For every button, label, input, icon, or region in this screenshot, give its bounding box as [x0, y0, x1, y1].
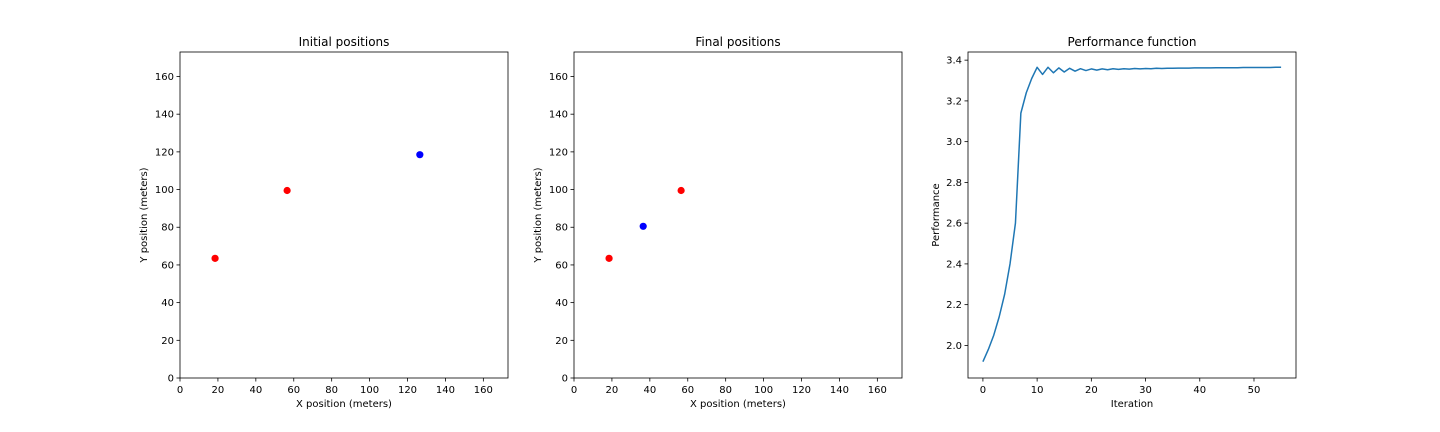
- y-axis-label: Performance: [931, 183, 942, 246]
- x-tick-label: 0: [177, 385, 183, 396]
- x-tick-label: 20: [606, 385, 619, 396]
- y-tick-label: 160: [549, 72, 568, 83]
- x-tick-label: 0: [980, 385, 986, 396]
- x-tick-label: 100: [754, 385, 773, 396]
- x-tick-label: 140: [830, 385, 849, 396]
- y-tick-label: 80: [161, 223, 174, 234]
- y-tick-label: 20: [161, 336, 174, 347]
- y-tick-label: 40: [555, 298, 568, 309]
- y-axis-label: Y position (meters): [139, 167, 150, 263]
- x-tick-label: 80: [325, 385, 338, 396]
- x-tick-label: 120: [398, 385, 417, 396]
- x-tick-label: 40: [249, 385, 262, 396]
- performance-line: [982, 66, 1282, 363]
- y-tick-label: 120: [155, 147, 174, 158]
- x-axis-label: Iteration: [1111, 399, 1153, 410]
- x-tick-label: 20: [212, 385, 225, 396]
- y-tick-label: 2.2: [946, 300, 962, 311]
- x-tick-label: 10: [1031, 385, 1044, 396]
- axes-frame: [573, 51, 903, 379]
- y-tick-label: 100: [549, 185, 568, 196]
- x-axis-label: X position (meters): [690, 399, 786, 410]
- y-tick-label: 60: [161, 260, 174, 271]
- y-tick-label: 120: [549, 147, 568, 158]
- x-tick-label: 50: [1248, 385, 1261, 396]
- x-tick-label: 80: [719, 385, 732, 396]
- panel-title: Final positions: [695, 35, 780, 49]
- scatter-point: [416, 151, 424, 159]
- panel-title: Performance function: [1068, 35, 1197, 49]
- performance-function-panel: Performance function Iteration Performan…: [931, 35, 1297, 410]
- y-tick-label: 2.8: [946, 178, 962, 189]
- y-tick-label: 40: [161, 298, 174, 309]
- y-tick-label: 100: [155, 185, 174, 196]
- y-tick-label: 140: [155, 110, 174, 121]
- x-tick-label: 60: [681, 385, 694, 396]
- y-tick-label: 3.4: [946, 56, 962, 67]
- x-tick-label: 0: [571, 385, 577, 396]
- x-tick-label: 30: [1139, 385, 1152, 396]
- scatter-point: [677, 186, 685, 195]
- y-tick-label: 0: [562, 374, 568, 385]
- y-tick-label: 20: [555, 336, 568, 347]
- scatter-point: [283, 186, 291, 195]
- y-tick-label: 160: [155, 72, 174, 83]
- final-positions-panel: Final positions X position (meters) Y po…: [533, 35, 903, 410]
- y-tick-label: 140: [549, 110, 568, 121]
- scatter-point: [211, 254, 219, 262]
- x-tick-label: 120: [792, 385, 811, 396]
- x-tick-label: 40: [643, 385, 656, 396]
- scatter-point: [639, 222, 647, 230]
- x-tick-label: 20: [1085, 385, 1098, 396]
- y-tick-label: 80: [555, 223, 568, 234]
- scatter-point: [605, 254, 613, 262]
- x-tick-label: 160: [474, 385, 493, 396]
- x-axis-label: X position (meters): [296, 399, 392, 410]
- y-tick-label: 60: [555, 260, 568, 271]
- y-tick-label: 0: [168, 374, 174, 385]
- axes-frame: [967, 51, 1297, 379]
- initial-positions-panel: Initial positions X position (meters) Y …: [139, 35, 509, 410]
- x-tick-label: 100: [360, 385, 379, 396]
- y-tick-label: 3.2: [946, 96, 962, 107]
- x-tick-label: 60: [287, 385, 300, 396]
- y-tick-label: 2.4: [946, 259, 962, 270]
- y-tick-label: 2.0: [946, 341, 962, 352]
- y-tick-label: 3.0: [946, 137, 962, 148]
- panel-title: Initial positions: [299, 35, 390, 49]
- y-tick-label: 2.6: [946, 219, 962, 230]
- x-tick-label: 160: [868, 385, 887, 396]
- y-axis-label: Y position (meters): [533, 167, 544, 263]
- x-tick-label: 40: [1193, 385, 1206, 396]
- axes-frame: [179, 51, 509, 379]
- x-tick-label: 140: [436, 385, 455, 396]
